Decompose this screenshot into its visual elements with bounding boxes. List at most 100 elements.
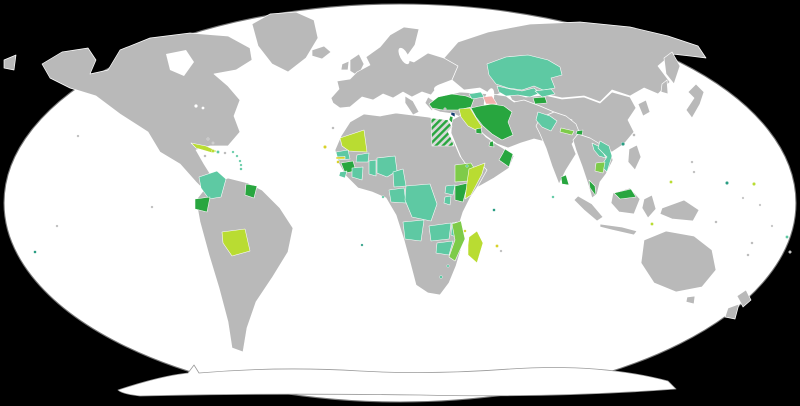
country-qatar (488, 140, 495, 148)
country-bahamas (211, 141, 215, 145)
country-eswatini (446, 264, 450, 268)
korea (637, 99, 651, 117)
philippines (627, 144, 642, 171)
country-guyana (244, 183, 258, 199)
country-gabon-congo (388, 187, 407, 204)
country-kiribati (758, 203, 762, 207)
country-antilles (239, 163, 243, 167)
great-lake (201, 106, 205, 110)
country-drc (404, 183, 438, 222)
new-zealand-south (724, 303, 740, 320)
country-lebanon-home (450, 111, 456, 118)
antarctica (117, 364, 677, 397)
south-america (195, 177, 294, 353)
country-uganda (444, 184, 456, 196)
country-vanuatu (750, 241, 754, 245)
country-oman (498, 148, 514, 168)
territory-canary-islands (331, 126, 335, 130)
country-turkey (428, 93, 475, 111)
country-nigeria (376, 155, 398, 178)
sumatra (573, 195, 604, 222)
country-marshall-islands (752, 182, 756, 186)
australia (640, 230, 717, 293)
country-sri-lanka (560, 174, 570, 186)
territory-northern-mariana (690, 160, 694, 164)
country-lesotho (439, 275, 443, 279)
baltic-sea (398, 47, 410, 65)
country-antilles (231, 150, 235, 154)
country-samoa (33, 250, 37, 254)
iceland (311, 45, 332, 60)
country-kazakhstan (486, 54, 563, 91)
country-colombia (198, 170, 227, 200)
country-guinea-bissau (336, 160, 340, 164)
italy (404, 95, 420, 116)
country-burkina-faso (355, 152, 370, 163)
country-bolivia (221, 228, 251, 257)
hudson-bay (166, 50, 194, 76)
country-sao-tome (381, 195, 385, 199)
sakhalin (660, 79, 669, 95)
territory-hawaii (76, 134, 80, 138)
country-cyprus (443, 107, 447, 111)
country-trinidad-tobago (239, 167, 243, 171)
country-somalia (464, 162, 486, 200)
country-mozambique (448, 220, 466, 262)
great-lake (194, 104, 198, 108)
country-mauritania (339, 129, 368, 153)
country-solomon-islands (714, 220, 718, 224)
country-djibouti (465, 164, 469, 168)
country-angola (402, 219, 425, 242)
country-cote-divoire (351, 166, 364, 181)
country-haiti (211, 149, 215, 153)
territory-galapagos (150, 205, 154, 209)
country-comoros (463, 229, 467, 233)
japan (685, 83, 705, 119)
territory-new-caledonia (746, 253, 750, 257)
country-micronesia (725, 181, 729, 185)
country-gambia (335, 156, 346, 160)
country-togo-benin (368, 159, 377, 177)
country-kenya (454, 182, 469, 203)
greenland (251, 11, 319, 73)
country-zimbabwe (435, 240, 454, 256)
country-jamaica (203, 154, 207, 158)
chukotka-west-wrap (3, 54, 17, 71)
kamchatka (663, 51, 681, 85)
country-nauru (741, 196, 745, 200)
country-timor-leste (650, 222, 654, 226)
country-egypt-hatched (430, 117, 455, 147)
tasmania (685, 295, 696, 305)
country-iran (470, 103, 514, 141)
black-sea (434, 83, 460, 95)
country-bahamas (206, 137, 210, 141)
country-cuba (190, 142, 218, 154)
country-pakistan (535, 111, 558, 132)
country-israel (448, 115, 454, 124)
country-taiwan (632, 133, 636, 137)
country-kyrgyzstan (534, 88, 556, 98)
country-dominican-republic (216, 150, 220, 154)
sulawesi (641, 194, 657, 219)
territory-puerto-rico (223, 151, 227, 155)
country-antilles (235, 154, 239, 158)
country-cape-verde (323, 145, 327, 149)
new-zealand-north (736, 289, 752, 308)
country-tuvalu (770, 224, 774, 228)
territory-cook-islands (55, 224, 59, 228)
country-mauritius (495, 244, 499, 248)
country-azerbaijan (482, 95, 498, 105)
country-palau (669, 180, 673, 184)
country-malaysia-peninsular (588, 179, 597, 197)
country-antilles (238, 159, 242, 163)
country-tajikistan (532, 96, 548, 105)
country-nepal (559, 127, 575, 136)
territory-hong-kong (621, 142, 625, 146)
country-tonga (788, 250, 792, 254)
country-maldives (551, 195, 555, 199)
country-malaysia-east (613, 188, 637, 200)
country-sierra-leone (338, 170, 348, 179)
country-rwanda-burundi (443, 195, 452, 206)
